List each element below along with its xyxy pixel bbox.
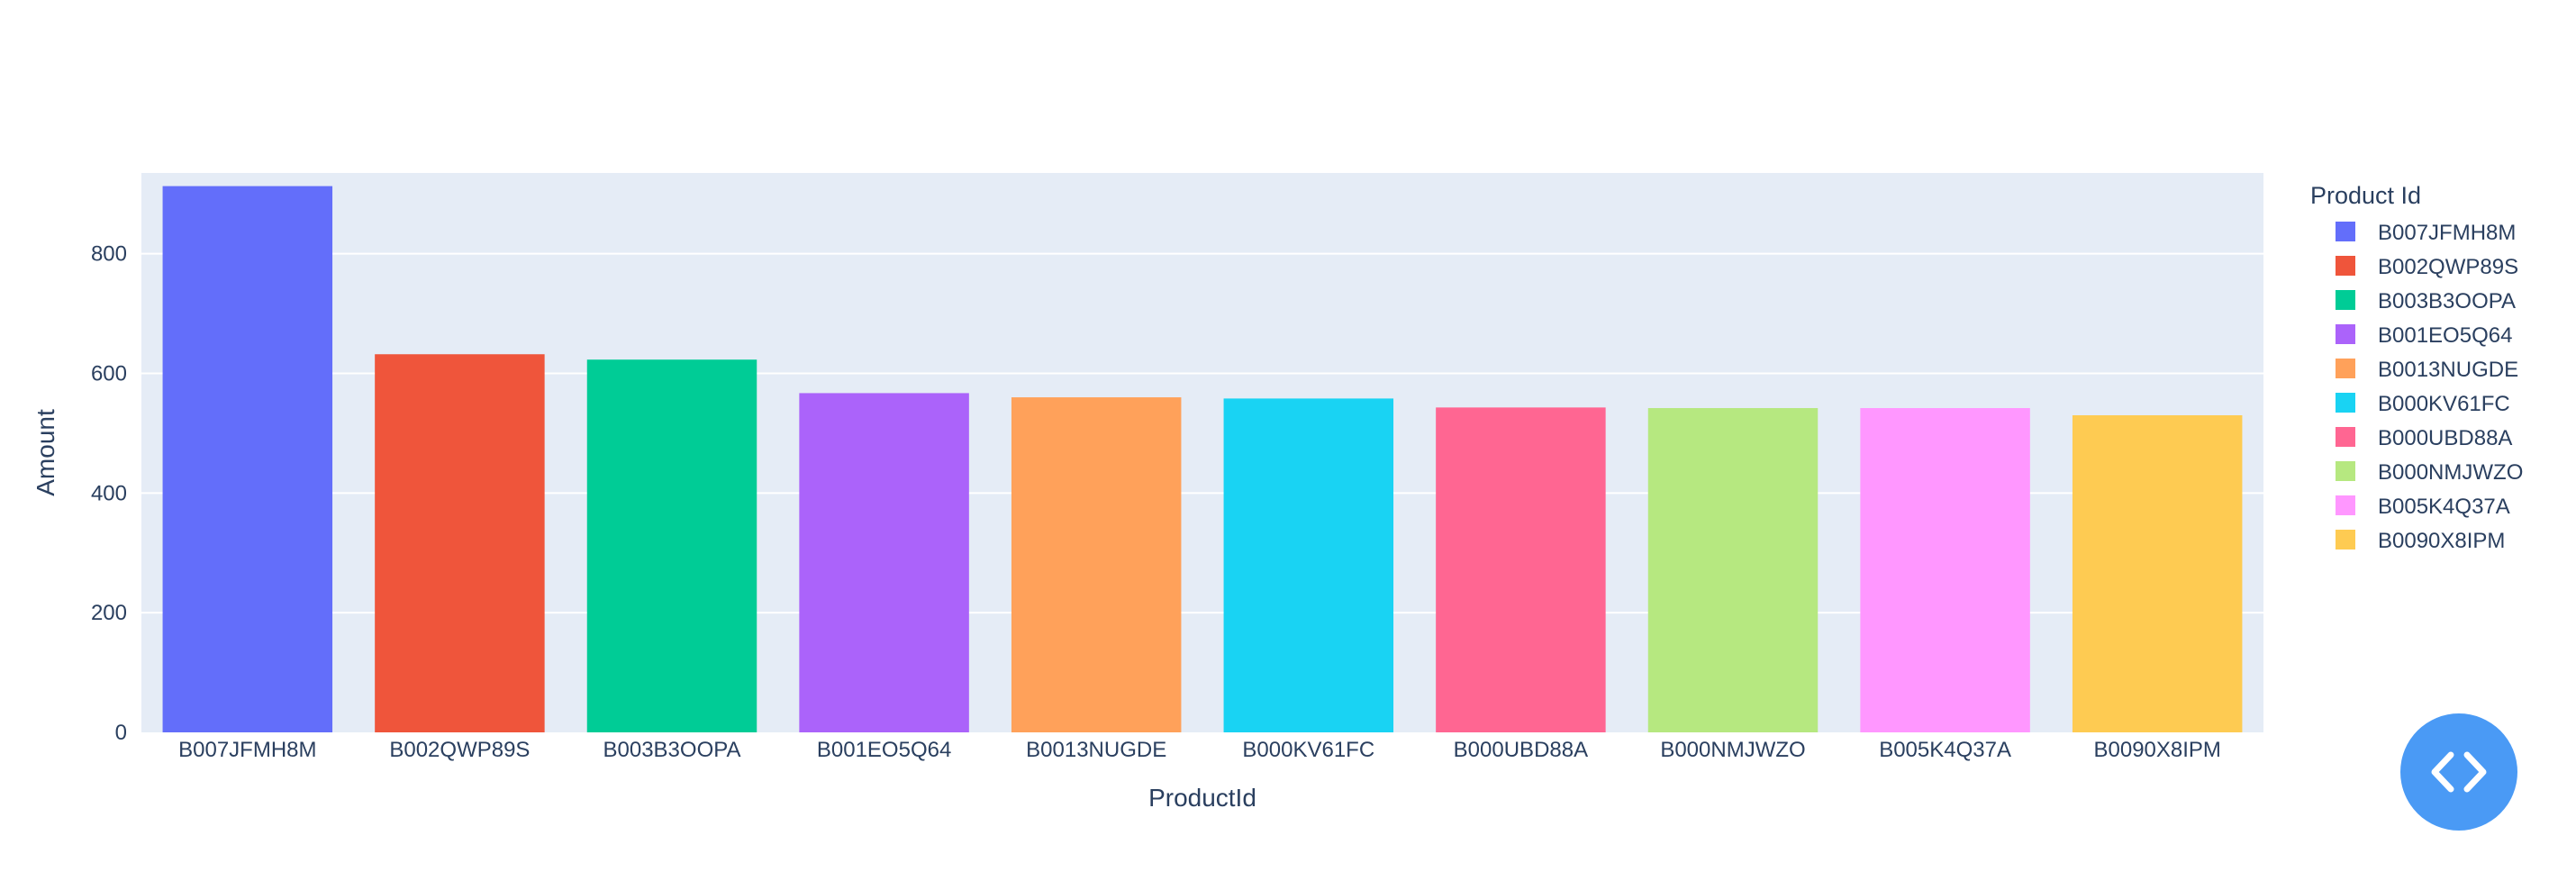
bar-b0013nugde[interactable] <box>1011 397 1182 732</box>
x-tick-label: B0090X8IPM <box>2093 738 2220 762</box>
x-tick-label: B005K4Q37A <box>1879 738 2011 762</box>
y-tick-label: 400 <box>91 481 127 505</box>
legend-item-b003b3oopa[interactable]: B003B3OOPA <box>2378 289 2516 313</box>
legend-swatch[interactable] <box>2336 222 2355 241</box>
y-tick-label: 200 <box>91 601 127 625</box>
bar-b005k4q37a[interactable] <box>1860 408 2030 732</box>
x-axis-title: ProductId <box>1148 784 1256 812</box>
y-tick-label: 800 <box>91 242 127 267</box>
legend-item-b0090x8ipm[interactable]: B0090X8IPM <box>2378 529 2505 553</box>
bar-b000nmjwzo[interactable] <box>1647 408 1819 732</box>
legend-item-b005k4q37a[interactable]: B005K4Q37A <box>2378 495 2510 519</box>
bar-b000ubd88a[interactable] <box>1436 407 1606 732</box>
bars <box>162 186 2243 733</box>
x-tick-label: B001EO5Q64 <box>817 738 951 762</box>
x-tick-label: B000NMJWZO <box>1660 738 1805 762</box>
x-tick-label: B000KV61FC <box>1242 738 1374 762</box>
bar-b000kv61fc[interactable] <box>1223 398 1394 732</box>
legend-swatch[interactable] <box>2336 530 2355 549</box>
legend-item-b001eo5q64[interactable]: B001EO5Q64 <box>2378 323 2512 348</box>
y-axis-ticks: 0 200 400 600 800 <box>91 242 127 745</box>
legend-item-b000kv61fc[interactable]: B000KV61FC <box>2378 392 2510 416</box>
legend-swatch[interactable] <box>2336 461 2355 481</box>
x-tick-label: B003B3OOPA <box>603 738 741 762</box>
x-axis-ticks: B007JFMH8M B002QWP89S B003B3OOPA B001EO5Q64… <box>178 738 2221 762</box>
code-toggle-button[interactable] <box>2400 713 2517 831</box>
bar-b003b3oopa[interactable] <box>586 359 757 732</box>
y-axis-title: Amount <box>32 409 59 496</box>
x-tick-label: B002QWP89S <box>389 738 530 762</box>
legend-item-b007jfmh8m[interactable]: B007JFMH8M <box>2378 221 2516 245</box>
y-tick-label: 0 <box>115 721 127 745</box>
x-tick-label: B007JFMH8M <box>178 738 316 762</box>
legend-item-b000ubd88a[interactable]: B000UBD88A <box>2378 426 2512 450</box>
bar-b002qwp89s[interactable] <box>375 354 545 732</box>
legend-swatch[interactable] <box>2336 324 2355 344</box>
legend-item-b002qwp89s[interactable]: B002QWP89S <box>2378 255 2518 279</box>
x-tick-label: B000UBD88A <box>1454 738 1588 762</box>
legend-swatch[interactable] <box>2336 256 2355 276</box>
legend-swatch[interactable] <box>2336 393 2355 413</box>
bar-b001eo5q64[interactable] <box>799 393 969 732</box>
legend: Product Id B007JFMH8M B002QWP89S B003B3OOP… <box>2310 182 2523 553</box>
legend-swatch[interactable] <box>2336 359 2355 378</box>
bar-b007jfmh8m[interactable] <box>162 186 333 733</box>
x-tick-label: B0013NUGDE <box>1026 738 1166 762</box>
legend-swatch[interactable] <box>2336 495 2355 515</box>
y-tick-label: 600 <box>91 361 127 386</box>
legend-item-b0013nugde[interactable]: B0013NUGDE <box>2378 358 2518 382</box>
code-brackets-icon <box>2431 751 2487 793</box>
legend-item-b000nmjwzo[interactable]: B000NMJWZO <box>2378 460 2523 485</box>
bar-b0090x8ipm[interactable] <box>2072 414 2243 732</box>
legend-swatch[interactable] <box>2336 427 2355 447</box>
legend-title: Product Id <box>2310 182 2421 209</box>
legend-swatch[interactable] <box>2336 290 2355 310</box>
